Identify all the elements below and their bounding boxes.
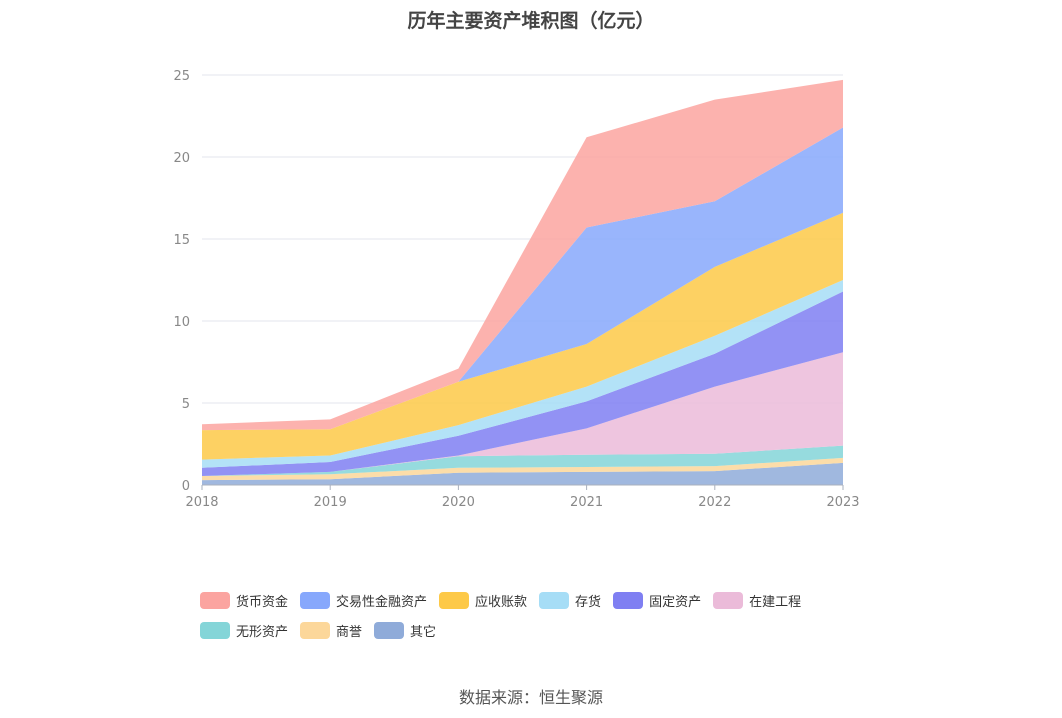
area-series[interactable] (202, 291, 843, 477)
area-series[interactable] (202, 352, 843, 476)
legend-item[interactable]: 货币资金 (200, 590, 288, 610)
y-tick-label: 10 (173, 315, 190, 330)
area-series[interactable] (202, 462, 843, 485)
y-tick-label: 0 (182, 479, 190, 494)
y-tick-label: 5 (182, 397, 190, 412)
legend-swatch (374, 621, 405, 639)
legend-label: 固定资产 (649, 594, 702, 610)
axis-layer: 0 5 10 15 20 25 2018 2019 2020 2021 2022 2023 (173, 69, 859, 510)
legend-swatch (300, 621, 331, 639)
legend-swatch (300, 591, 331, 609)
legend-swatch (439, 591, 470, 609)
legend-item[interactable]: 无形资产 (200, 620, 288, 640)
legend-swatch (200, 591, 230, 609)
legend-item[interactable]: 商誉 (300, 620, 362, 640)
stacked-area-chart: 0 5 10 15 20 25 2018 2019 2020 2021 2022 2023 (173, 69, 859, 510)
area-series[interactable] (202, 457, 843, 481)
y-tick-label: 15 (173, 233, 190, 248)
legend-label: 商誉 (336, 624, 363, 640)
legend-swatch (539, 591, 570, 609)
legend: 货币资金 交易性金融资产 应收账款 存货 固定资产 在建工程无形资产 商誉 其它 (200, 590, 880, 640)
y-tick-label: 20 (173, 151, 190, 166)
legend-label: 应收账款 (475, 594, 528, 610)
area-series[interactable] (202, 445, 843, 476)
x-tick-label: 2018 (185, 495, 218, 510)
legend-item[interactable]: 在建工程 (713, 590, 801, 610)
legend-label: 在建工程 (749, 594, 802, 610)
x-tick-label: 2022 (698, 495, 731, 510)
legend-swatch (713, 591, 744, 609)
y-tick-label: 25 (173, 69, 190, 84)
x-tick-label: 2020 (442, 495, 475, 510)
legend-item[interactable]: 固定资产 (613, 590, 701, 610)
legend-label: 交易性金融资产 (336, 594, 428, 610)
legend-item[interactable]: 存货 (539, 590, 601, 610)
area-layer (202, 79, 843, 485)
legend-label: 存货 (575, 594, 602, 610)
legend-item[interactable]: 应收账款 (439, 590, 527, 610)
legend-swatch (613, 591, 644, 609)
legend-item[interactable]: 其它 (374, 620, 436, 640)
x-tick-label: 2023 (826, 495, 859, 510)
legend-label: 其它 (410, 624, 437, 640)
area-series[interactable] (202, 79, 843, 431)
chart-title: 历年主要资产堆积图（亿元） (407, 10, 655, 32)
x-tick-label: 2019 (314, 495, 347, 510)
legend-swatch (200, 621, 230, 639)
legend-item[interactable]: 交易性金融资产 (300, 590, 427, 610)
x-tick-label: 2021 (570, 495, 603, 510)
area-series[interactable] (202, 212, 843, 460)
legend-label: 无形资产 (236, 624, 289, 640)
legend-label: 货币资金 (236, 594, 289, 610)
source-note: 数据来源：恒生聚源 (458, 688, 603, 707)
